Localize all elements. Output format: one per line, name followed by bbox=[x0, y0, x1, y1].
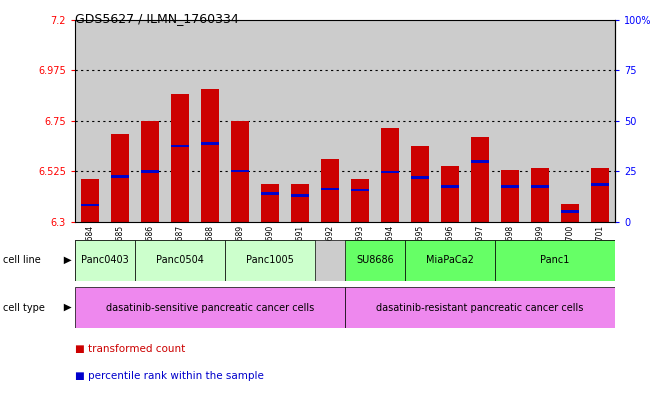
Bar bbox=[135, 20, 165, 222]
Bar bbox=[291, 184, 309, 222]
Text: Panc1: Panc1 bbox=[540, 255, 570, 265]
Bar bbox=[591, 168, 609, 222]
Bar bbox=[195, 20, 225, 222]
Bar bbox=[141, 121, 159, 222]
Bar bbox=[285, 20, 315, 222]
Text: ■ percentile rank within the sample: ■ percentile rank within the sample bbox=[75, 371, 264, 381]
Bar bbox=[75, 287, 345, 328]
Bar bbox=[531, 185, 549, 188]
Bar bbox=[315, 20, 345, 222]
Bar bbox=[375, 20, 405, 222]
Bar bbox=[231, 121, 249, 222]
Bar bbox=[141, 170, 159, 173]
Text: dasatinib-resistant pancreatic cancer cells: dasatinib-resistant pancreatic cancer ce… bbox=[376, 303, 584, 312]
Text: SU8686: SU8686 bbox=[356, 255, 394, 265]
Bar bbox=[495, 20, 525, 222]
Bar bbox=[501, 185, 519, 188]
Bar bbox=[465, 20, 495, 222]
Bar bbox=[531, 168, 549, 222]
Bar bbox=[75, 20, 105, 222]
Bar bbox=[75, 240, 135, 281]
Bar bbox=[135, 240, 225, 281]
Bar bbox=[261, 192, 279, 195]
Bar bbox=[201, 89, 219, 222]
Text: cell line: cell line bbox=[3, 255, 41, 265]
Bar bbox=[525, 20, 555, 222]
Text: MiaPaCa2: MiaPaCa2 bbox=[426, 255, 474, 265]
Text: Panc0504: Panc0504 bbox=[156, 255, 204, 265]
Bar bbox=[381, 128, 399, 222]
Bar bbox=[405, 20, 435, 222]
Text: GDS5627 / ILMN_1760334: GDS5627 / ILMN_1760334 bbox=[75, 12, 239, 25]
Bar bbox=[561, 204, 579, 222]
Text: Panc1005: Panc1005 bbox=[246, 255, 294, 265]
Bar bbox=[345, 287, 615, 328]
Polygon shape bbox=[64, 304, 72, 311]
Bar bbox=[201, 143, 219, 145]
Polygon shape bbox=[64, 257, 72, 264]
Bar bbox=[225, 240, 315, 281]
Bar bbox=[171, 94, 189, 222]
Bar bbox=[555, 20, 585, 222]
Bar bbox=[321, 188, 339, 190]
Bar bbox=[591, 183, 609, 185]
Bar bbox=[255, 20, 285, 222]
Bar bbox=[561, 210, 579, 213]
Bar bbox=[165, 20, 195, 222]
Bar bbox=[585, 20, 615, 222]
Bar bbox=[321, 159, 339, 222]
Bar bbox=[441, 185, 459, 188]
Bar bbox=[345, 240, 405, 281]
Bar bbox=[435, 20, 465, 222]
Bar bbox=[471, 137, 489, 222]
Bar bbox=[105, 20, 135, 222]
Bar bbox=[441, 166, 459, 222]
Bar bbox=[291, 194, 309, 197]
Bar bbox=[81, 179, 99, 222]
Bar bbox=[495, 240, 615, 281]
Bar bbox=[501, 170, 519, 222]
Bar bbox=[405, 240, 495, 281]
Text: cell type: cell type bbox=[3, 303, 45, 312]
Text: dasatinib-sensitive pancreatic cancer cells: dasatinib-sensitive pancreatic cancer ce… bbox=[106, 303, 314, 312]
Bar bbox=[345, 20, 375, 222]
Bar bbox=[261, 184, 279, 222]
Bar bbox=[225, 20, 255, 222]
Bar bbox=[111, 134, 129, 222]
Text: Panc0403: Panc0403 bbox=[81, 255, 129, 265]
Bar bbox=[231, 170, 249, 172]
Bar bbox=[351, 179, 369, 222]
Bar bbox=[471, 160, 489, 163]
Text: ■ transformed count: ■ transformed count bbox=[75, 344, 185, 354]
Bar bbox=[171, 145, 189, 147]
Bar bbox=[81, 204, 99, 206]
Bar bbox=[411, 176, 429, 179]
Bar bbox=[351, 189, 369, 191]
Bar bbox=[111, 175, 129, 178]
Bar bbox=[381, 171, 399, 173]
Bar bbox=[411, 145, 429, 222]
